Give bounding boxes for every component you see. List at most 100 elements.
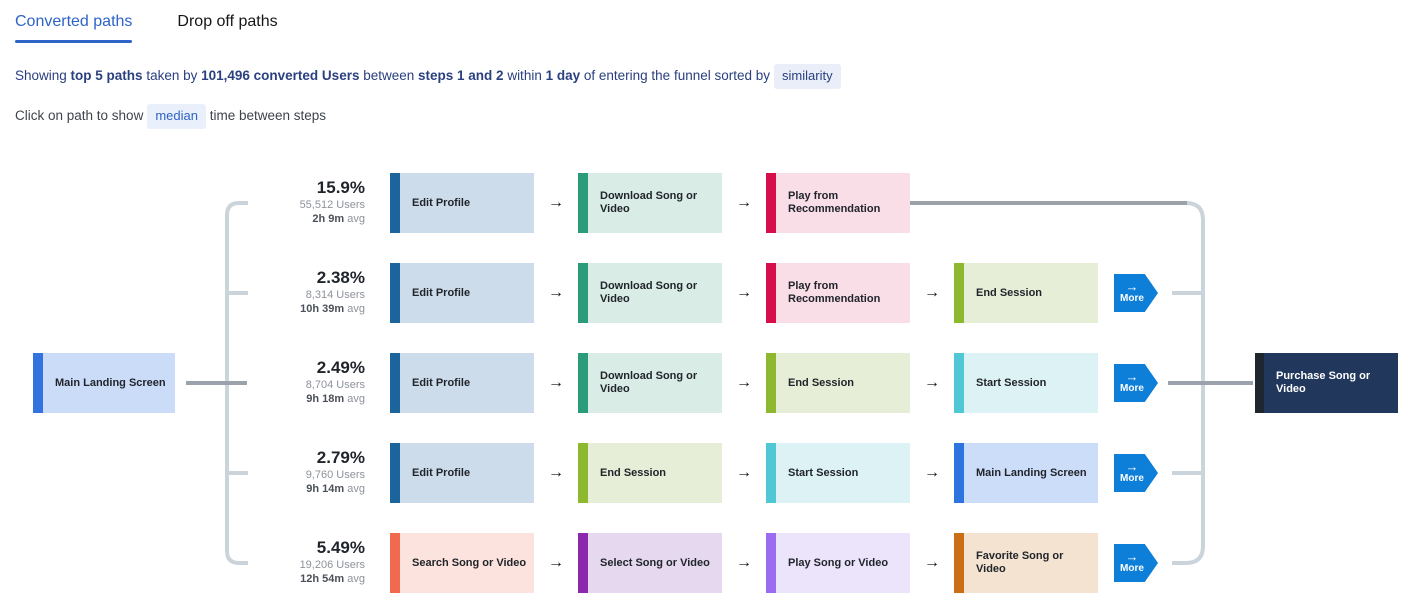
path-node[interactable]: Select Song or Video	[578, 533, 722, 593]
tab-converted-paths-label: Converted paths	[15, 13, 133, 30]
hint-text: Click on path to show	[15, 108, 144, 123]
start-node[interactable]: Main Landing Screen	[33, 353, 175, 413]
path-users: 55,512 Users	[299, 199, 365, 211]
path-node[interactable]: Download Song or Video	[578, 353, 722, 413]
subtitle-steps: steps 1 and 2	[418, 68, 504, 83]
step-arrow-icon: →	[548, 464, 564, 481]
path-row: 2.79% 9,760 Users 9h 14m avg Edit Profil…	[235, 443, 1158, 503]
path-node-label: End Session	[788, 376, 855, 389]
path-node[interactable]: Play from Recommendation	[766, 173, 910, 233]
path-stats: 2.79% 9,760 Users 9h 14m avg	[235, 443, 365, 503]
more-arrow-icon: →	[1125, 549, 1139, 564]
path-node-label: End Session	[600, 466, 667, 479]
step-arrow-icon: →	[548, 194, 564, 211]
path-node[interactable]: Play Song or Video	[766, 533, 910, 593]
similarity-chip[interactable]: similarity	[774, 64, 841, 89]
path-row: 15.9% 55,512 Users 2h 9m avg Edit Profil…	[235, 173, 910, 233]
path-percent: 5.49%	[316, 538, 365, 557]
step-arrow-icon: →	[736, 554, 752, 571]
path-node-label: Play from Recommendation	[788, 280, 881, 305]
more-button-label: More	[1120, 473, 1144, 484]
subtitle: Showing top 5 paths taken by 101,496 con…	[15, 64, 841, 89]
path-row: 2.38% 8,314 Users 10h 39m avg Edit Profi…	[235, 263, 1158, 323]
more-button-label: More	[1120, 563, 1144, 574]
path-avg-time: 12h 54m avg	[300, 573, 365, 585]
more-button[interactable]: → More	[1114, 454, 1158, 492]
tab-converted-paths[interactable]: Converted paths	[15, 13, 133, 43]
path-node[interactable]: End Session	[578, 443, 722, 503]
more-arrow-icon: →	[1125, 459, 1139, 474]
step-arrow-icon: →	[736, 464, 752, 481]
path-users: 9,760 Users	[305, 469, 365, 481]
path-avg-time: 9h 18m avg	[306, 393, 365, 405]
path-stats: 5.49% 19,206 Users 12h 54m avg	[235, 533, 365, 593]
path-node-label: Search Song or Video	[412, 556, 527, 569]
start-node-label: Main Landing Screen	[55, 376, 166, 389]
path-node-label: Edit Profile	[412, 196, 471, 209]
end-node[interactable]: Purchase Song or Video	[1255, 353, 1398, 413]
step-arrow-icon: →	[736, 194, 752, 211]
path-avg-time: 2h 9m avg	[312, 213, 365, 225]
path-node[interactable]: Edit Profile	[390, 173, 534, 233]
hint: Click on path to show median time between…	[15, 104, 326, 129]
path-node-label: Download Song or Video	[600, 280, 698, 305]
more-button[interactable]: → More	[1114, 544, 1158, 582]
path-node-label: Edit Profile	[412, 286, 471, 299]
active-tab-underline	[15, 40, 133, 43]
path-node-label: Start Session	[788, 466, 859, 479]
subtitle-window: 1 day	[545, 68, 581, 83]
path-node[interactable]: Search Song or Video	[390, 533, 534, 593]
path-avg-time: 10h 39m avg	[300, 303, 365, 315]
more-button[interactable]: → More	[1114, 274, 1158, 312]
path-node[interactable]: Download Song or Video	[578, 173, 722, 233]
path-users: 8,314 Users	[305, 289, 365, 301]
path-node-label: Play from Recommendation	[788, 190, 881, 215]
path-node[interactable]: Main Landing Screen	[954, 443, 1098, 503]
path-node[interactable]: Start Session	[766, 443, 910, 503]
path-avg-time: 9h 14m avg	[306, 483, 365, 495]
step-arrow-icon: →	[548, 284, 564, 301]
path-node-label: Download Song or Video	[600, 190, 698, 215]
path-users: 8,704 Users	[305, 379, 365, 391]
path-node-label: Main Landing Screen	[976, 466, 1087, 479]
path-node[interactable]: Edit Profile	[390, 353, 534, 413]
path-node-label: Play Song or Video	[788, 556, 889, 569]
path-node[interactable]: Start Session	[954, 353, 1098, 413]
tab-drop-off-paths-label: Drop off paths	[177, 13, 278, 30]
more-arrow-icon: →	[1125, 279, 1139, 294]
path-node[interactable]: Edit Profile	[390, 443, 534, 503]
path-stats: 2.49% 8,704 Users 9h 18m avg	[235, 353, 365, 413]
path-node[interactable]: End Session	[954, 263, 1098, 323]
path-percent: 2.38%	[316, 268, 365, 287]
path-row: 5.49% 19,206 Users 12h 54m avg Search So…	[235, 533, 1158, 593]
median-chip[interactable]: median	[147, 104, 206, 129]
path-percent: 2.49%	[316, 358, 365, 377]
path-users: 19,206 Users	[299, 559, 365, 571]
path-stats: 2.38% 8,314 Users 10h 39m avg	[235, 263, 365, 323]
path-node-label: Select Song or Video	[600, 556, 710, 569]
path-node[interactable]: Play from Recommendation	[766, 263, 910, 323]
path-row: 2.49% 8,704 Users 9h 18m avg Edit Profil…	[235, 353, 1158, 413]
path-node[interactable]: Favorite Song or Video	[954, 533, 1098, 593]
tab-drop-off-paths[interactable]: Drop off paths	[177, 13, 277, 43]
step-arrow-icon: →	[924, 284, 940, 301]
step-arrow-icon: →	[924, 374, 940, 391]
more-button[interactable]: → More	[1114, 364, 1158, 402]
step-arrow-icon: →	[924, 554, 940, 571]
step-arrow-icon: →	[548, 554, 564, 571]
path-percent: 15.9%	[316, 178, 365, 197]
subtitle-text: Showing	[15, 68, 71, 83]
path-node[interactable]: Edit Profile	[390, 263, 534, 323]
path-node-label: Edit Profile	[412, 466, 471, 479]
path-node-label: Start Session	[976, 376, 1047, 389]
path-node[interactable]: Download Song or Video	[578, 263, 722, 323]
path-stats: 15.9% 55,512 Users 2h 9m avg	[235, 173, 365, 233]
path-node-label: Edit Profile	[412, 376, 471, 389]
path-node-label: Favorite Song or Video	[976, 550, 1064, 575]
more-button-label: More	[1120, 383, 1144, 394]
step-arrow-icon: →	[548, 374, 564, 391]
path-node[interactable]: End Session	[766, 353, 910, 413]
path-node-label: Download Song or Video	[600, 370, 698, 395]
path-percent: 2.79%	[316, 448, 365, 467]
